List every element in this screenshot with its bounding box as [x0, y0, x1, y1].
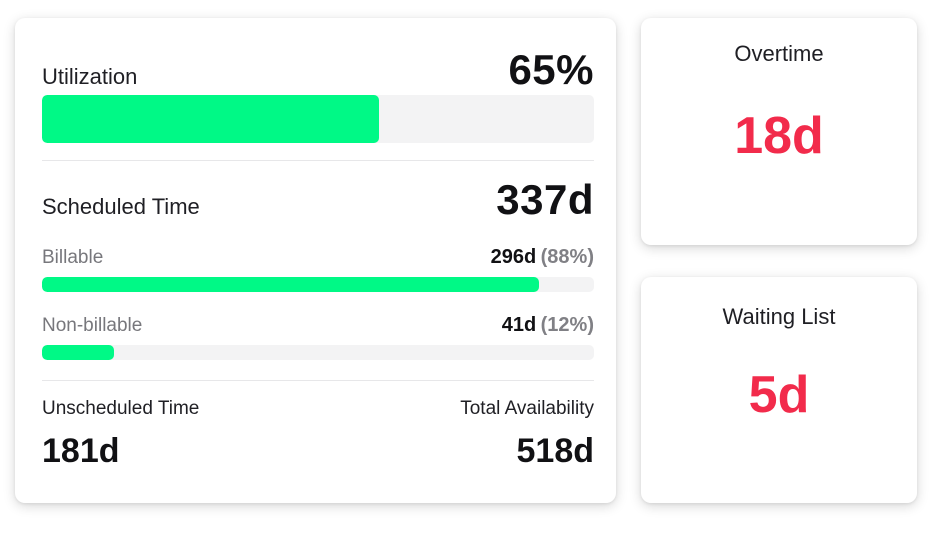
waiting-list-title: Waiting List [722, 304, 836, 329]
utilization-row: Utilization 65% [42, 46, 594, 94]
total-availability-label: Total Availability [460, 398, 594, 419]
billable-progress-fill [42, 277, 539, 292]
non-billable-progress-track [42, 345, 594, 360]
utilization-progress-fill [42, 95, 379, 143]
divider [42, 380, 594, 381]
utilization-value: 65% [508, 46, 594, 93]
total-availability-value: 518d [516, 432, 595, 470]
totals-label-row: Unscheduled Time Total Availability [42, 398, 594, 420]
scheduled-time-row: Scheduled Time 337d [42, 176, 594, 224]
waiting-list-card: Waiting List 5d [641, 277, 917, 503]
overtime-value: 18d [734, 107, 824, 165]
utilization-label: Utilization [42, 64, 138, 89]
divider [42, 160, 594, 161]
scheduled-time-value: 337d [496, 176, 594, 223]
billable-progress-track [42, 277, 594, 292]
unscheduled-time-value: 181d [42, 432, 120, 470]
time-summary-card: Utilization 65% Scheduled Time 337d Bill… [15, 18, 616, 503]
non-billable-value: 41d [501, 314, 537, 336]
non-billable-figures: 41d (12%) [502, 314, 594, 337]
non-billable-row: Non-billable 41d (12%) [42, 314, 594, 337]
utilization-progress-track [42, 95, 594, 143]
billable-value: 296d [490, 246, 537, 268]
overtime-title: Overtime [734, 41, 824, 66]
waiting-list-value: 5d [748, 366, 810, 424]
billable-figures: 296d (88%) [491, 246, 594, 269]
billable-row: Billable 296d (88%) [42, 246, 594, 269]
non-billable-progress-fill [42, 345, 114, 360]
billable-percent: (88%) [540, 246, 594, 268]
overtime-card: Overtime 18d [641, 18, 917, 245]
non-billable-label: Non-billable [42, 315, 143, 336]
unscheduled-time-label: Unscheduled Time [42, 398, 200, 419]
scheduled-time-label: Scheduled Time [42, 194, 200, 219]
non-billable-percent: (12%) [540, 314, 594, 336]
billable-label: Billable [42, 247, 104, 268]
totals-value-row: 181d 518d [42, 432, 594, 471]
